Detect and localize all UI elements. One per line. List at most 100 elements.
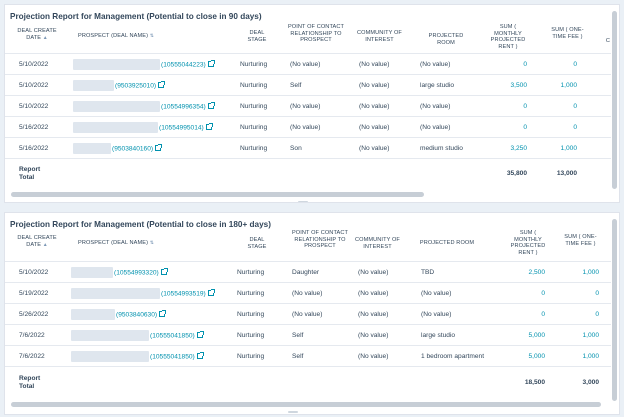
prospect-link[interactable]: (10554996354) [161,102,215,111]
deal-create-date: 5/10/2022 [19,61,49,68]
poc-relationship: (No value) [290,103,321,110]
prospect-link[interactable]: (10555041850) [150,331,204,340]
poc-relationship: (No value) [292,290,323,297]
column-header-one-time-fee[interactable]: SUM ( ONE-TIME FEE ) [564,234,597,247]
projected-room: (No value) [421,311,452,318]
redacted-prospect-name [71,267,113,278]
community-of-interest: (No value) [359,61,390,68]
poc-relationship: (No value) [290,61,321,68]
vertical-scrollbar[interactable] [612,219,617,401]
monthly-rent[interactable]: 0 [523,61,527,68]
scrollbar-thumb[interactable] [11,402,601,407]
external-link-icon [207,60,215,67]
column-header-deal-create-date[interactable]: DEAL CREATE DATE ▲ [17,235,57,248]
one-time-fee[interactable]: 1,000 [582,353,599,360]
one-time-fee[interactable]: 0 [573,124,577,131]
one-time-fee[interactable]: 0 [573,103,577,110]
column-header-monthly-rent[interactable]: SUM ( MONTHLY PROJECTED RENT ) [510,230,546,256]
column-header-poc-relationship[interactable]: POINT OF CONTACT RELATIONSHIP TO PROSPEC… [291,230,349,250]
column-header-deal-create-date[interactable]: DEAL CREATE DATE ▲ [17,28,57,41]
table-row: 7/6/2022 (10555041850) Nurturing Self (N… [5,345,611,366]
one-time-fee[interactable]: 1,000 [582,269,599,276]
deal-stage: Nurturing [237,269,265,276]
column-header-projected-room[interactable]: PROJECTED ROOM [428,33,464,46]
column-header-community[interactable]: COMMUNITY OF INTEREST [357,30,402,43]
prospect-link[interactable]: (9503840630) [116,310,167,319]
table-row: 5/10/2022 (10554996354) Nurturing (No va… [5,95,611,116]
table-row: 5/10/2022 (10554993320) Nurturing Daught… [5,261,611,282]
prospect-link[interactable]: (10554993519) [161,289,215,298]
redacted-prospect-name [73,80,114,91]
redacted-prospect-name [73,122,158,133]
prospect-link[interactable]: (10554995014) [159,123,213,132]
deal-stage: Nurturing [240,145,268,152]
monthly-rent[interactable]: 0 [523,124,527,131]
column-header-deal-stage[interactable]: DEAL STAGE [247,237,267,250]
sort-asc-icon: ▲ [42,34,48,41]
prospect-link[interactable]: (9503925010) [115,81,166,90]
table-row: 5/16/2022 (10554995014) Nurturing (No va… [5,116,611,137]
monthly-rent[interactable]: 0 [541,290,545,297]
column-header-community[interactable]: COMMUNITY OF INTEREST [355,237,400,250]
one-time-fee[interactable]: 1,000 [560,82,577,89]
projected-room: large studio [420,82,455,89]
deal-stage: Nurturing [240,61,268,68]
column-header-projected-room[interactable]: PROJECTED ROOM [419,240,475,246]
one-time-fee[interactable]: 1,000 [560,145,577,152]
poc-relationship: Daughter [292,269,320,276]
deal-create-date: 5/26/2022 [19,311,49,318]
prospect-link[interactable]: (10555041850) [150,352,204,361]
one-time-fee[interactable]: 0 [595,290,599,297]
projected-room: (No value) [420,103,451,110]
deal-stage: Nurturing [240,124,268,131]
resize-handle[interactable] [288,411,298,413]
monthly-rent[interactable]: 2,500 [528,269,545,276]
deal-create-date: 5/10/2022 [19,103,49,110]
one-time-fee[interactable]: 1,000 [582,332,599,339]
community-of-interest: (No value) [358,269,389,276]
external-link-icon [205,123,213,130]
external-link-icon [207,289,215,296]
deal-create-date: 5/16/2022 [19,145,49,152]
redacted-prospect-name [71,288,160,299]
column-header-monthly-rent[interactable]: SUM ( MONTHLY PROJECTED RENT ) [490,24,526,50]
community-of-interest: (No value) [359,103,390,110]
column-header-deal-stage[interactable]: DEAL STAGE [247,30,267,43]
external-link-icon [160,268,168,275]
redacted-prospect-name [73,59,160,70]
redacted-prospect-name [71,330,149,341]
monthly-rent[interactable]: 5,000 [528,353,545,360]
poc-relationship: Self [292,353,304,360]
sort-icon: ⇅ [149,33,155,39]
column-header-poc-relationship[interactable]: POINT OF CONTACT RELATIONSHIP TO PROSPEC… [287,24,345,44]
prospect-link[interactable]: (9503840160) [112,144,163,153]
scrollbar-thumb[interactable] [11,192,424,197]
one-time-fee[interactable]: 0 [595,311,599,318]
monthly-rent[interactable]: 3,500 [510,82,527,89]
redacted-prospect-name [73,143,111,154]
monthly-rent[interactable]: 0 [523,103,527,110]
horizontal-scrollbar[interactable] [11,192,609,197]
deal-stage: Nurturing [237,311,265,318]
monthly-rent[interactable]: 5,000 [528,332,545,339]
external-link-icon [159,310,167,317]
projected-room: TBD [421,269,435,276]
column-header-prospect[interactable]: PROSPECT (DEAL NAME) ⇅ [78,33,155,39]
projected-room: medium studio [420,145,463,152]
monthly-rent[interactable]: 0 [541,311,545,318]
monthly-rent[interactable]: 3,250 [510,145,527,152]
column-header-truncated[interactable]: C [605,38,611,44]
sort-icon: ⇅ [149,240,155,246]
column-header-one-time-fee[interactable]: SUM ( ONE-TIME FEE ) [551,27,584,40]
one-time-fee[interactable]: 0 [573,61,577,68]
table-row: 5/10/2022 (9503925010) Nurturing Self (N… [5,74,611,95]
deal-stage: Nurturing [237,290,265,297]
resize-handle[interactable] [298,201,308,202]
deal-create-date: 5/10/2022 [19,269,49,276]
vertical-scrollbar[interactable] [612,11,617,189]
prospect-link[interactable]: (10555044223) [161,60,215,69]
horizontal-scrollbar[interactable] [11,402,609,407]
community-of-interest: (No value) [358,311,389,318]
column-header-prospect[interactable]: PROSPECT (DEAL NAME) ⇅ [78,240,155,246]
prospect-link[interactable]: (10554993320) [114,268,168,277]
